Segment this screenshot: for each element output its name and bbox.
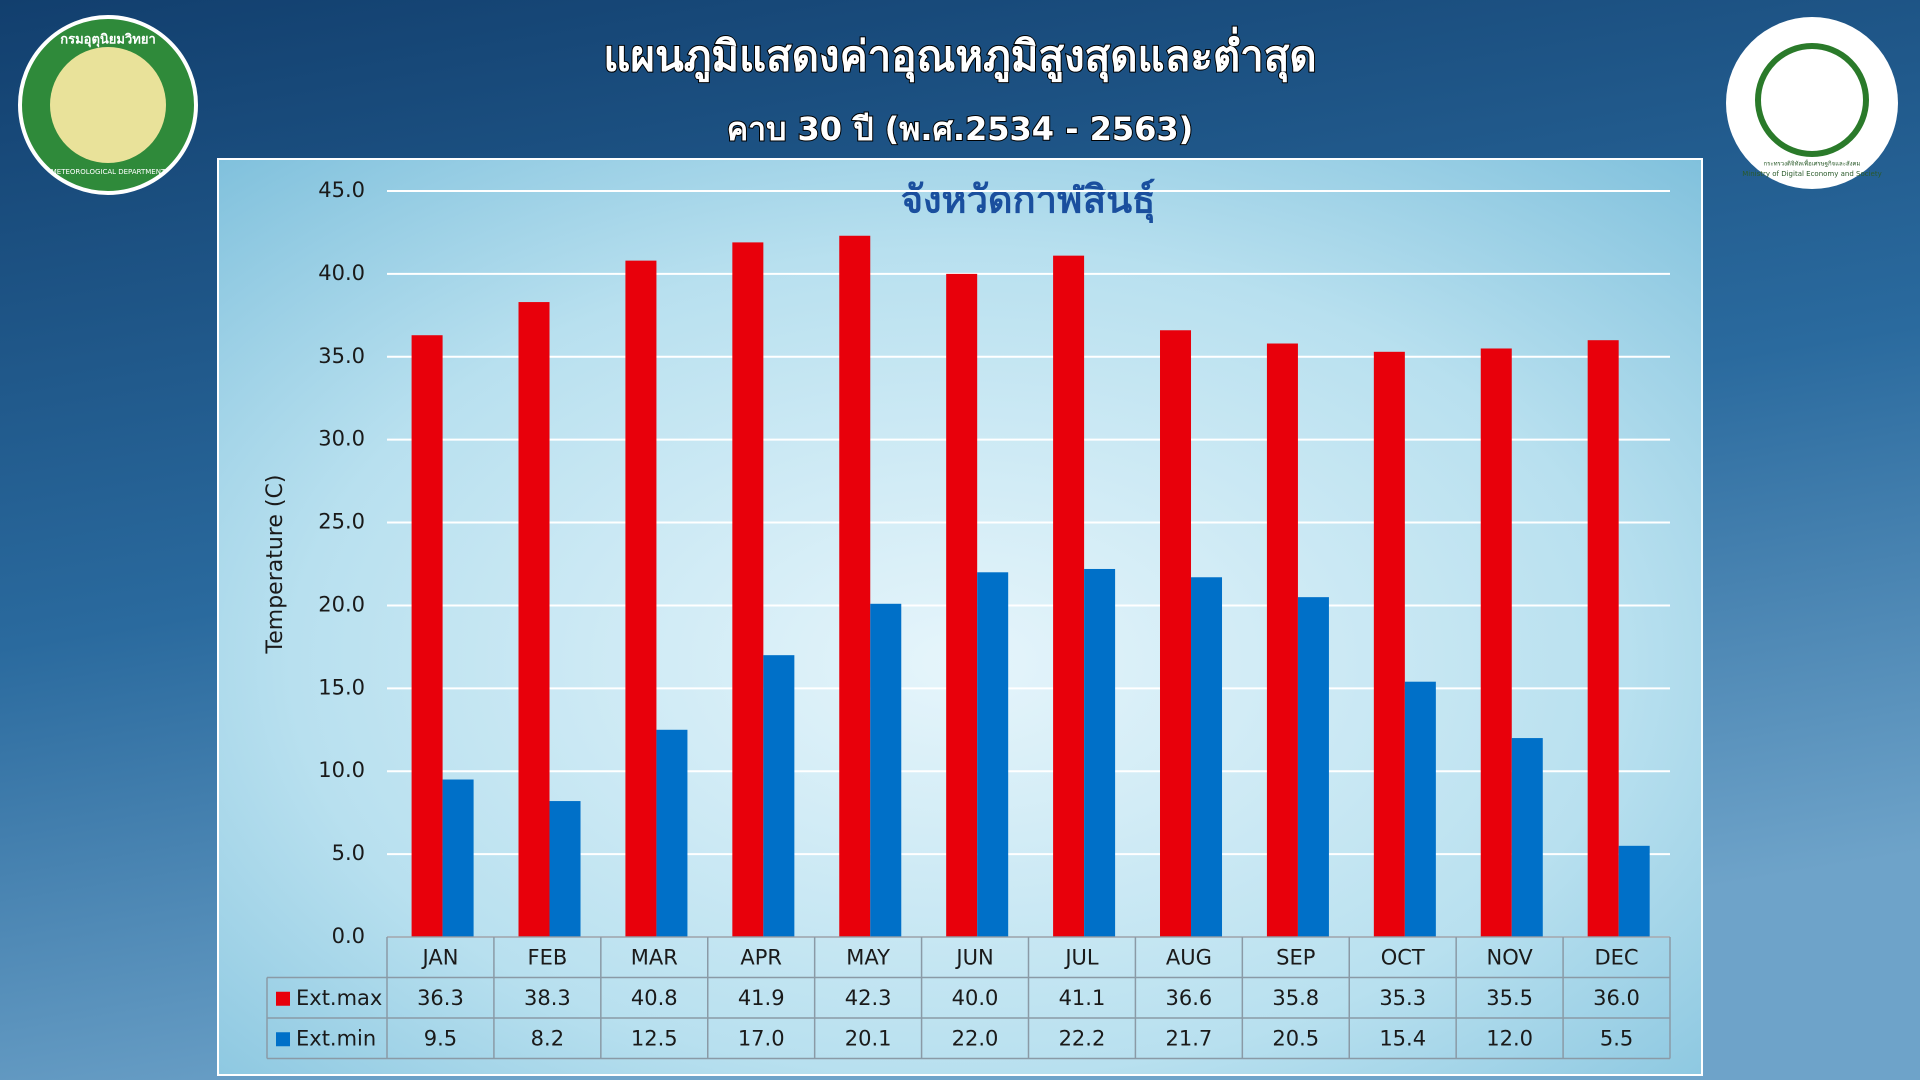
x-tick-label: APR [740, 945, 782, 969]
bar [1266, 343, 1298, 937]
y-tick-label: 20.0 [318, 592, 365, 616]
plot-title: จังหวัดกาฬสินธุ์ [901, 178, 1156, 224]
legend-label: Ext.min [296, 1026, 376, 1050]
x-tick-label: OCT [1381, 945, 1425, 969]
x-tick-label: MAR [631, 945, 678, 969]
logo-inner [50, 47, 166, 163]
legend-swatch [276, 1032, 290, 1047]
table-value: 38.3 [524, 986, 571, 1010]
bar [1191, 577, 1223, 937]
table-value: 17.0 [738, 1026, 785, 1050]
x-tick-label: JUL [1063, 945, 1099, 969]
chart-title: แผนภูมิแสดงค่าอุณหภูมิสูงสุดและต่ำสุด [603, 27, 1316, 83]
x-tick-label: NOV [1487, 945, 1534, 969]
bar [977, 572, 1009, 937]
table-value: 40.0 [952, 986, 999, 1010]
table-value: 36.0 [1593, 986, 1640, 1010]
table-value: 20.1 [845, 1026, 892, 1050]
bar [870, 603, 902, 937]
x-tick-label: SEP [1276, 945, 1315, 969]
logo-left: กรมอุตุนิยมวิทยา METEOROLOGICAL DEPARTME… [18, 15, 198, 195]
y-tick-label: 30.0 [318, 427, 365, 451]
table-value: 41.9 [738, 986, 785, 1010]
legend-label: Ext.max [296, 986, 382, 1010]
y-tick-label: 15.0 [318, 675, 365, 699]
y-tick-label: 35.0 [318, 344, 365, 368]
table-value: 21.7 [1165, 1026, 1212, 1050]
y-tick-label: 5.0 [332, 841, 365, 865]
table-value: 35.3 [1379, 986, 1426, 1010]
x-tick-label: JAN [421, 945, 459, 969]
logo-circle [1726, 17, 1898, 189]
legend-swatch [276, 991, 290, 1006]
table-value: 41.1 [1059, 986, 1106, 1010]
y-tick-label: 10.0 [318, 758, 365, 782]
table-value: 36.6 [1165, 986, 1212, 1010]
bar [1511, 738, 1543, 937]
table-value: 36.3 [417, 986, 464, 1010]
x-tick-label: MAY [846, 945, 890, 969]
x-tick-label: DEC [1594, 945, 1638, 969]
table-value: 12.5 [631, 1026, 678, 1050]
y-tick-label: 45.0 [318, 178, 365, 202]
x-tick-label: FEB [527, 945, 567, 969]
bar [946, 273, 978, 937]
table-value: 5.5 [1600, 1026, 1633, 1050]
table-value: 40.8 [631, 986, 678, 1010]
table-value: 12.0 [1486, 1026, 1533, 1050]
table-value: 15.4 [1379, 1026, 1426, 1050]
logo-text: METEOROLOGICAL DEPARTMENT [51, 168, 166, 176]
table-value: 20.5 [1272, 1026, 1319, 1050]
table-value: 35.5 [1486, 986, 1533, 1010]
bar [656, 729, 688, 937]
table-value: 9.5 [424, 1026, 457, 1050]
y-tick-label: 25.0 [318, 510, 365, 534]
table-value: 22.2 [1059, 1026, 1106, 1050]
bar [1480, 348, 1512, 937]
x-tick-label: JUN [954, 945, 993, 969]
logo-text: Ministry of Digital Economy and Society [1742, 170, 1881, 178]
table-value: 22.0 [952, 1026, 999, 1050]
bar [625, 260, 657, 937]
logo-right: กระทรวงดิจิทัลเพื่อเศรษฐกิจและสังคม Mini… [1726, 17, 1898, 189]
table-value: 42.3 [845, 986, 892, 1010]
logo-text: กรมอุตุนิยมวิทยา [60, 33, 156, 48]
logo-ring [1755, 43, 1869, 157]
bar [1053, 255, 1085, 938]
y-tick-label: 0.0 [332, 924, 365, 948]
bar [1373, 351, 1405, 937]
logo-text: กระทรวงดิจิทัลเพื่อเศรษฐกิจและสังคม [1763, 160, 1860, 168]
bar [1618, 845, 1650, 937]
bar [1084, 568, 1116, 937]
bar [411, 335, 443, 937]
y-tick-label: 40.0 [318, 261, 365, 285]
bar [549, 801, 581, 937]
bar [518, 302, 550, 937]
x-tick-label: AUG [1166, 945, 1212, 969]
table-value: 35.8 [1272, 986, 1319, 1010]
chart-subtitle: คาบ 30 ปี (พ.ศ.2534 - 2563) [727, 110, 1194, 148]
bar [1160, 330, 1192, 938]
bar [839, 235, 871, 937]
table-value: 8.2 [531, 1026, 564, 1050]
bar [1297, 597, 1329, 937]
y-axis-label: Temperature (C) [263, 475, 288, 655]
bar [1404, 681, 1436, 937]
bar [1587, 340, 1619, 937]
bar [763, 655, 795, 937]
bar [442, 779, 474, 937]
bar [732, 242, 764, 937]
